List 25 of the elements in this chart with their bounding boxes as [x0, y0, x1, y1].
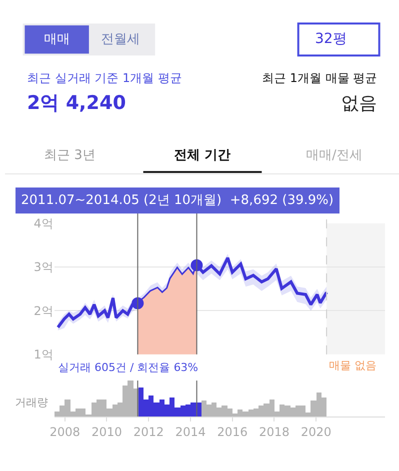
text: 없음 [341, 93, 377, 114]
text: 2억 4,240 [27, 92, 126, 114]
text: 전체 기간 [174, 148, 231, 163]
x-tick-label: 2020 [300, 424, 332, 439]
y-tick-label: 1억 [34, 348, 54, 362]
text: 최근 1개월 매물 평균 [262, 71, 378, 85]
text: 매매/전세 [306, 148, 362, 163]
text: 최근 3년 [44, 148, 96, 163]
text: 최근 실거래 기준 1개월 평균 [27, 71, 182, 85]
text: 실거래 605건 / 회전율 63% [58, 361, 198, 374]
x-tick-label: 2014 [175, 424, 206, 439]
x-tick-label: 2018 [258, 424, 290, 439]
y-axis-title: 거래량 [15, 396, 48, 409]
y-tick-label: 4억 [34, 216, 54, 231]
text: 2011.07~2014.05 (2년 10개월) +8,692 (39.9%) [21, 193, 334, 208]
text: 32평 [315, 31, 347, 47]
band-label: 매물 없음 [329, 359, 376, 372]
text: 매매 [44, 32, 70, 47]
x-tick-label: 2016 [217, 424, 248, 439]
x-tick-label: 2010 [91, 424, 122, 439]
x-tick-label: 2012 [133, 424, 164, 439]
y-tick-label: 2억 [34, 304, 54, 318]
text: 전월세 [101, 32, 140, 47]
x-tick-label: 2008 [50, 424, 80, 439]
y-tick-label: 3억 [34, 260, 54, 274]
